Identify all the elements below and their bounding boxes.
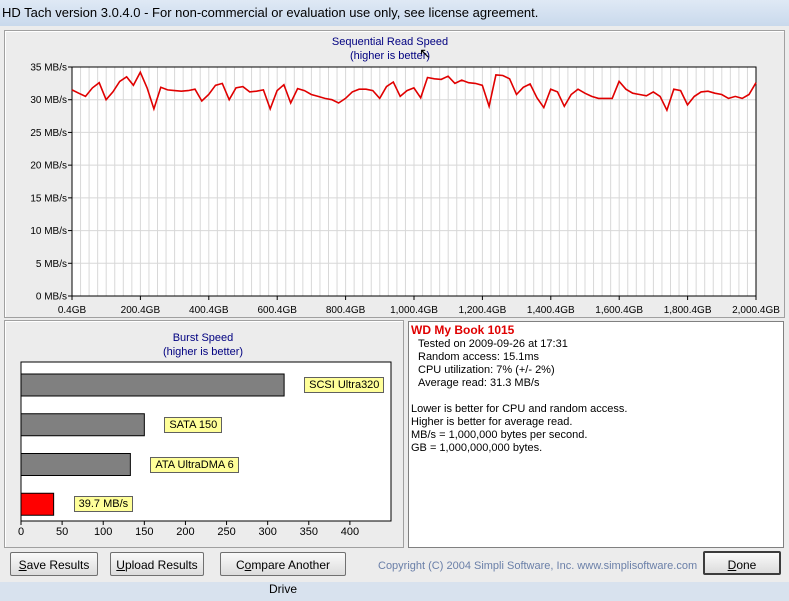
- drive-name: WD My Book 1015: [411, 323, 515, 337]
- title-bar: HD Tach version 3.0.4.0 - For non-commer…: [0, 0, 789, 26]
- x-tick-label: 800.4GB: [326, 305, 366, 316]
- upload-results-label: pload Results: [124, 558, 198, 572]
- burst-bar: [20, 413, 145, 437]
- x-tick-label: 1,600.4GB: [595, 305, 643, 316]
- x-tick-label: 600.4GB: [257, 305, 297, 316]
- burst-x-tick-label: 0: [18, 526, 24, 538]
- burst-bar: [20, 453, 131, 476]
- note-gb-definition: GB = 1,000,000,000 bytes.: [411, 442, 543, 454]
- burst-chart-title: Burst Speed (higher is better): [103, 331, 303, 359]
- burst-x-tick-label: 50: [56, 526, 68, 538]
- sequential-chart-subtitle-text: (higher is better): [349, 50, 431, 62]
- cursor-icon: ↖: [419, 45, 431, 61]
- y-tick-label: 0 MB/s: [36, 292, 67, 303]
- y-tick-label: 35 MB/s: [30, 63, 67, 74]
- result-random-access: Random access: 15.1ms: [418, 351, 540, 363]
- upload-results-button[interactable]: Upload Results: [110, 552, 204, 576]
- note-lower-better: Lower is better for CPU and random acces…: [411, 403, 628, 415]
- result-average-read: Average read: 31.3 MB/s: [418, 377, 540, 389]
- save-results-button[interactable]: Save Results: [10, 552, 98, 576]
- x-tick-label: 1,400.4GB: [527, 305, 575, 316]
- burst-x-tick-label: 150: [135, 526, 153, 538]
- x-tick-label: 2,000.4GB: [732, 305, 780, 316]
- result-tested-on: Tested on 2009-09-26 at 17:31: [418, 338, 568, 350]
- note-higher-better: Higher is better for average read.: [411, 416, 573, 428]
- burst-x-tick-label: 400: [341, 526, 359, 538]
- x-tick-label: 400.4GB: [189, 305, 229, 316]
- done-hotkey: D: [727, 558, 737, 572]
- y-tick-label: 25 MB/s: [30, 128, 67, 139]
- sequential-read-series-line: [71, 70, 757, 113]
- sequential-chart-title: Sequential Read Speed (higher is better): [290, 35, 490, 63]
- burst-x-tick-label: 200: [176, 526, 194, 538]
- y-tick-label: 10 MB/s: [30, 226, 67, 237]
- upload-results-hotkey: U: [116, 558, 125, 572]
- sequential-chart-plot: 0 MB/s 5 MB/s 10 MB/s 15 MB/s 20 MB/s 25 MB/s…: [30, 63, 780, 317]
- x-tick-label: 200.4GB: [121, 305, 161, 316]
- burst-chart-title-text: Burst Speed: [172, 332, 234, 344]
- sequential-chart-title-text: Sequential Read Speed: [331, 36, 449, 48]
- x-tick-label: 1,200.4GB: [458, 305, 506, 316]
- burst-bar: [20, 373, 285, 397]
- burst-x-tick-label: 250: [217, 526, 235, 538]
- y-tick-label: 20 MB/s: [30, 161, 67, 172]
- done-button[interactable]: Done: [703, 551, 781, 575]
- x-tick-label: 0.4GB: [58, 305, 87, 316]
- save-results-label: ave Results: [26, 558, 90, 572]
- x-tick-label: 1,000.4GB: [390, 305, 438, 316]
- result-cpu-utilization: CPU utilization: 7% (+/- 2%): [418, 364, 555, 376]
- note-mbs-definition: MB/s = 1,000,000 bytes per second.: [411, 429, 588, 441]
- save-results-hotkey: S: [18, 558, 27, 572]
- compare-label-prefix: C: [235, 558, 245, 572]
- window-title: HD Tach version 3.0.4.0 - For non-commer…: [2, 5, 539, 20]
- y-tick-label: 15 MB/s: [30, 193, 67, 204]
- y-tick-label: 30 MB/s: [30, 95, 67, 106]
- results-panel: [408, 321, 784, 548]
- x-tick-label: 1,800.4GB: [664, 305, 712, 316]
- burst-bar-label: 39.7 MB/s: [73, 496, 134, 513]
- burst-x-tick-label: 350: [300, 526, 318, 538]
- burst-bar: [20, 492, 55, 516]
- compare-another-drive-button[interactable]: Compare Another Drive: [220, 552, 346, 596]
- compare-hotkey: o: [244, 558, 252, 572]
- y-tick-label: 5 MB/s: [36, 259, 67, 270]
- sequential-plot-border: [71, 66, 757, 297]
- burst-x-tick-label: 300: [258, 526, 276, 538]
- burst-x-tick-label: 100: [94, 526, 112, 538]
- burst-bar-label: SATA 150: [164, 416, 223, 433]
- done-label: one: [736, 558, 757, 572]
- copyright-text: Copyright (C) 2004 Simpli Software, Inc.…: [378, 560, 698, 572]
- burst-chart-subtitle-text: (higher is better): [162, 346, 244, 358]
- burst-bar-label: ATA UltraDMA 6: [150, 456, 239, 473]
- burst-bar-label: SCSI Ultra320: [304, 377, 385, 393]
